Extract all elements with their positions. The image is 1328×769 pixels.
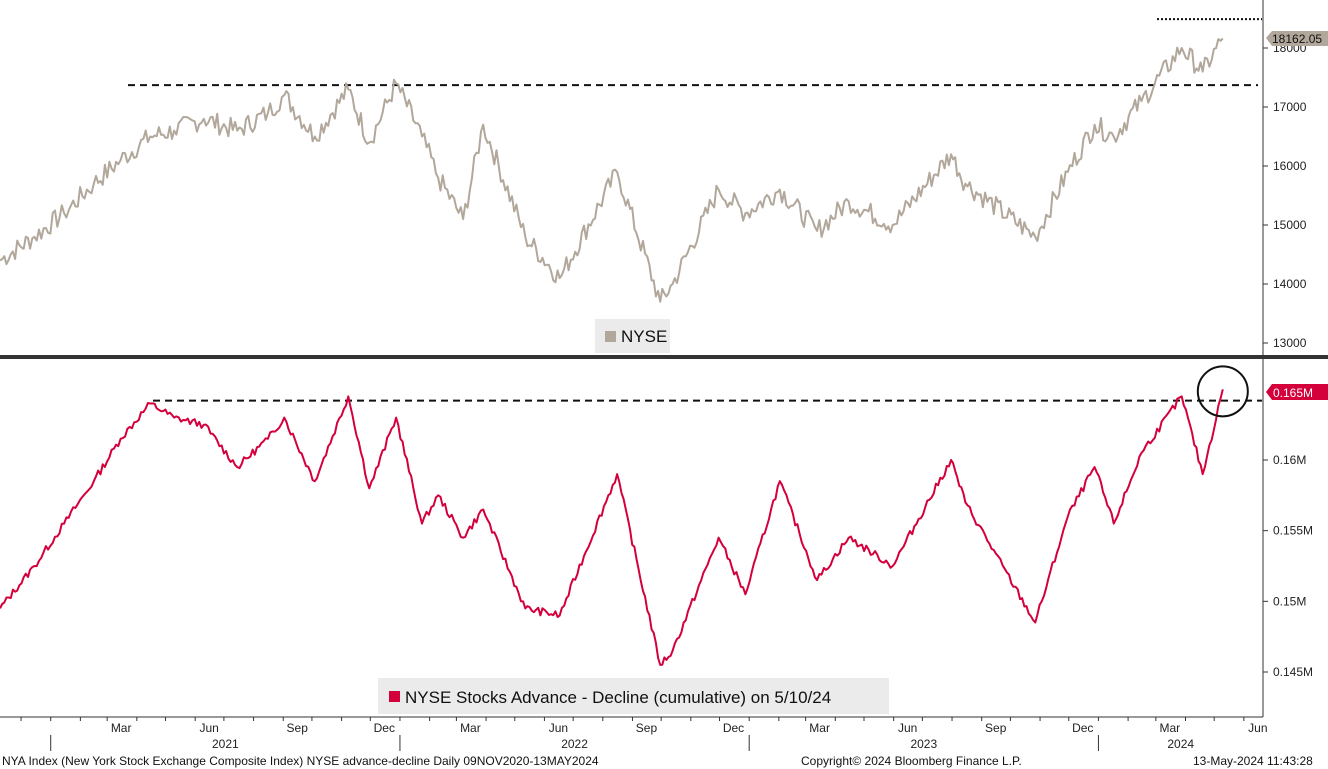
x-month-label: Dec [374, 721, 395, 735]
advance-decline-y-axis: 0.145M 0.15M 0.155M 0.16M [1263, 453, 1313, 679]
x-month-label: Mar [809, 721, 830, 735]
y-tick-label: 15000 [1273, 218, 1307, 232]
month-labels: Mar Jun Sep Dec Mar Jun Sep Dec Mar Jun Sep Dec Mar J… [20, 717, 1268, 735]
y-tick-label: 0.16M [1273, 453, 1306, 467]
x-axis: Mar Jun Sep Dec Mar Jun Sep Dec Mar Jun Sep Dec Mar J… [0, 716, 1268, 751]
y-tick-label: 0.145M [1273, 665, 1313, 679]
advance-decline-legend: NYSE Stocks Advance - Decline (cumulativ… [378, 678, 889, 714]
advance-decline-legend-label: NYSE Stocks Advance - Decline (cumulativ… [405, 688, 831, 707]
panel-divider [0, 355, 1328, 359]
y-tick-label: 14000 [1273, 277, 1307, 291]
y-tick-label: 0.15M [1273, 594, 1306, 608]
x-month-label: Sep [985, 721, 1007, 735]
nyse-series-line [0, 37, 1224, 303]
x-month-label: Mar [111, 721, 132, 735]
x-year-label: 2024 [1167, 737, 1194, 751]
x-month-label: Dec [723, 721, 744, 735]
y-tick-label: 0.155M [1273, 524, 1313, 538]
advance-decline-panel: 0.145M 0.15M 0.155M 0.16M 0.165M NYSE Stock… [0, 365, 1328, 714]
footer-copyright: Copyright© 2024 Bloomberg Finance L.P. [801, 754, 1022, 768]
x-month-label: Jun [549, 721, 568, 735]
latest-value-circle [1196, 365, 1249, 418]
x-month-label: Mar [1160, 721, 1181, 735]
advance-decline-last-value: 0.165M [1273, 386, 1313, 400]
footer: NYA Index (New York Stock Exchange Compo… [2, 754, 1313, 768]
nyse-last-value-badge: 18162.05 [1266, 31, 1328, 46]
nyse-legend-label: NYSE [621, 327, 667, 346]
x-month-label: Dec [1072, 721, 1093, 735]
x-year-label: 2022 [561, 737, 588, 751]
footer-timestamp: 13-May-2024 11:43:28 [1193, 754, 1313, 768]
y-tick-label: 16000 [1273, 159, 1307, 173]
nyse-legend: NYSE [595, 319, 670, 353]
advance-decline-last-value-badge: 0.165M [1266, 384, 1328, 400]
advance-decline-legend-swatch [389, 691, 400, 702]
y-tick-label: 13000 [1273, 336, 1307, 350]
x-month-label: Sep [287, 721, 309, 735]
x-month-label: Sep [636, 721, 658, 735]
x-month-label: Jun [1248, 721, 1267, 735]
nyse-last-value: 18162.05 [1272, 32, 1322, 46]
x-month-label: Jun [200, 721, 219, 735]
year-labels: 2021 2022 2023 2024 [50, 735, 1194, 751]
x-month-label: Mar [460, 721, 481, 735]
y-tick-label: 17000 [1273, 100, 1307, 114]
nyse-legend-swatch [605, 331, 616, 342]
footer-source: NYA Index (New York Stock Exchange Compo… [2, 754, 599, 768]
advance-decline-series-line [0, 389, 1224, 666]
x-year-label: 2021 [212, 737, 239, 751]
x-year-label: 2023 [910, 737, 937, 751]
x-month-label: Jun [898, 721, 917, 735]
